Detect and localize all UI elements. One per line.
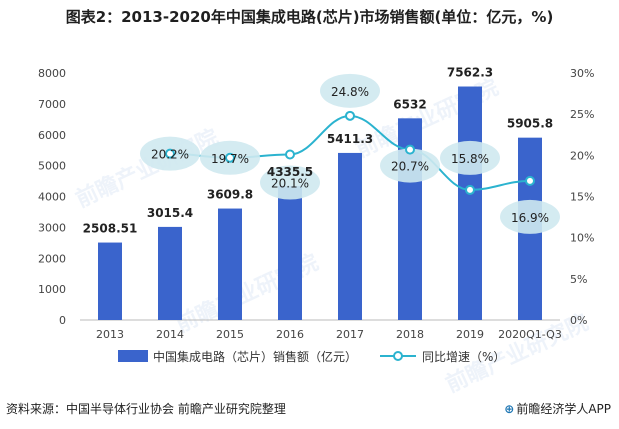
source-note: 资料来源：中国半导体行业协会 前瞻产业研究院整理 <box>6 402 286 416</box>
line-series <box>140 73 560 234</box>
y-right-tick-label: 20% <box>570 149 594 162</box>
watermark-text: 前瞻产业研究院 <box>72 124 223 213</box>
legend: 中国集成电路（芯片）销售额（亿元） 同比增速（%） <box>118 349 505 364</box>
legend-bar-label: 中国集成电路（芯片）销售额（亿元） <box>153 349 357 364</box>
x-tick-label: 2018 <box>396 328 424 341</box>
growth-bubble <box>440 140 500 175</box>
x-tick-label: 2019 <box>456 328 484 341</box>
y-right-tick-label: 30% <box>570 67 594 80</box>
growth-bubble <box>500 199 560 234</box>
y-left-tick-label: 5000 <box>38 160 66 173</box>
bar <box>218 208 242 320</box>
bar-value-label: 5905.8 <box>507 117 553 131</box>
data-labels: 2508.51 3015.4 3609.8 4335.5 5411.3 6532 7562.… <box>83 66 553 236</box>
growth-value-label: 24.8% <box>331 85 369 99</box>
x-tick-label: 2016 <box>276 328 304 341</box>
growth-bubble <box>260 165 320 200</box>
growth-point <box>225 152 235 163</box>
legend-line-label: 同比增速（%） <box>422 350 505 364</box>
y-left-tick-label: 4000 <box>38 191 66 204</box>
growth-bubble <box>320 73 380 108</box>
growth-value-label: 19.7% <box>211 152 249 166</box>
y-right-tick-label: 10% <box>570 232 594 245</box>
x-tick-label: 2017 <box>336 328 364 341</box>
y-left-tick-label: 7000 <box>38 98 66 111</box>
bar-value-label: 3609.8 <box>207 188 253 202</box>
x-tick-label: 2014 <box>156 328 184 341</box>
growth-point <box>405 144 415 155</box>
y-left-tick-label: 6000 <box>38 129 66 142</box>
growth-value-label: 20.2% <box>151 148 189 162</box>
chart-title: 图表2：2013-2020年中国集成电路(芯片)市场销售额(单位：亿元，%) <box>65 8 554 26</box>
brand-name: 前瞻经济学人APP <box>516 402 611 416</box>
bar-value-label: 5411.3 <box>327 132 373 146</box>
growth-value-label: 20.7% <box>391 160 429 174</box>
growth-point <box>525 175 535 186</box>
y-right-tick-label: 0% <box>570 314 587 327</box>
legend-bar-swatch <box>118 350 148 362</box>
y-right-tick-label: 5% <box>570 273 587 286</box>
bar <box>278 186 302 320</box>
growth-value-label: 20.1% <box>271 177 309 191</box>
brand-footer: ⊕ 前瞻经济学人APP <box>504 400 611 417</box>
bar-series <box>98 86 542 321</box>
x-tick-label: 2015 <box>216 328 244 341</box>
x-tick-label: 2013 <box>96 328 124 341</box>
growth-value-label: 15.8% <box>451 152 489 166</box>
bar-value-label: 4335.5 <box>267 165 313 179</box>
bar <box>98 242 122 320</box>
bar <box>338 152 362 320</box>
y-left-tick-label: 8000 <box>38 67 66 80</box>
bar-value-label: 2508.51 <box>83 222 138 236</box>
legend-line-marker <box>393 351 403 361</box>
brand-logo-icon: ⊕ <box>504 402 515 416</box>
y-left-tick-label: 1000 <box>38 283 66 296</box>
growth-point <box>345 110 355 121</box>
growth-point <box>465 184 475 195</box>
growth-bubble <box>380 148 440 183</box>
growth-point <box>165 148 175 159</box>
x-tick-label: 2020Q1-Q3 <box>498 328 562 341</box>
y-left-tick-label: 0 <box>59 314 66 327</box>
bar <box>458 86 482 321</box>
bar-value-label: 7562.3 <box>447 66 493 80</box>
growth-point <box>285 149 295 160</box>
y-right-tick-label: 15% <box>570 191 594 204</box>
bar-value-label: 6532 <box>393 97 426 111</box>
y-right-tick-label: 25% <box>570 108 594 121</box>
y-left-tick-label: 2000 <box>38 252 66 265</box>
bar-value-label: 3015.4 <box>147 206 193 220</box>
bar <box>158 226 182 320</box>
growth-value-label: 16.9% <box>511 211 549 225</box>
y-left-tick-label: 3000 <box>38 221 66 234</box>
